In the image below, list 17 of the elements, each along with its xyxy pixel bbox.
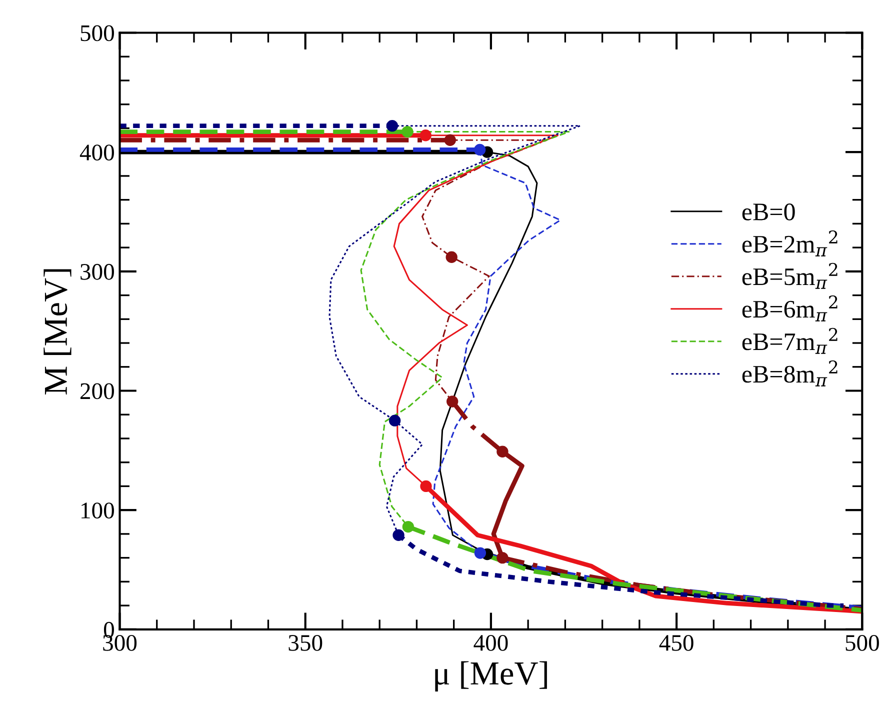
legend-label: eB=8m$_{π}$$^{2}$ [742,360,838,386]
y-tick-label: 300 [80,264,114,280]
x-tick-label: 400 [474,634,508,651]
x-tick-label: 450 [659,634,694,651]
x-tick-label: 350 [288,634,322,651]
y-tick-label: 100 [82,502,114,518]
x-axis-title: μ [MeV] [435,661,547,692]
legend-label: eB=5m$_{π}$$^{2}$ [742,262,838,289]
legend-label: eB=7m$_{π}$$^{2}$ [742,328,838,354]
legend-label: eB=2m$_{π}$$^{2}$ [742,230,838,256]
y-tick-label: 500 [80,25,114,42]
y-tick-label: 400 [80,144,114,161]
legend-label: eB=0 [742,203,795,220]
y-tick-label: 200 [80,383,114,400]
legend-label: eB=6m$_{π}$$^{2}$ [742,295,838,322]
y-axis-title: M [MeV] [44,269,72,394]
x-tick-label: 500 [846,634,879,651]
